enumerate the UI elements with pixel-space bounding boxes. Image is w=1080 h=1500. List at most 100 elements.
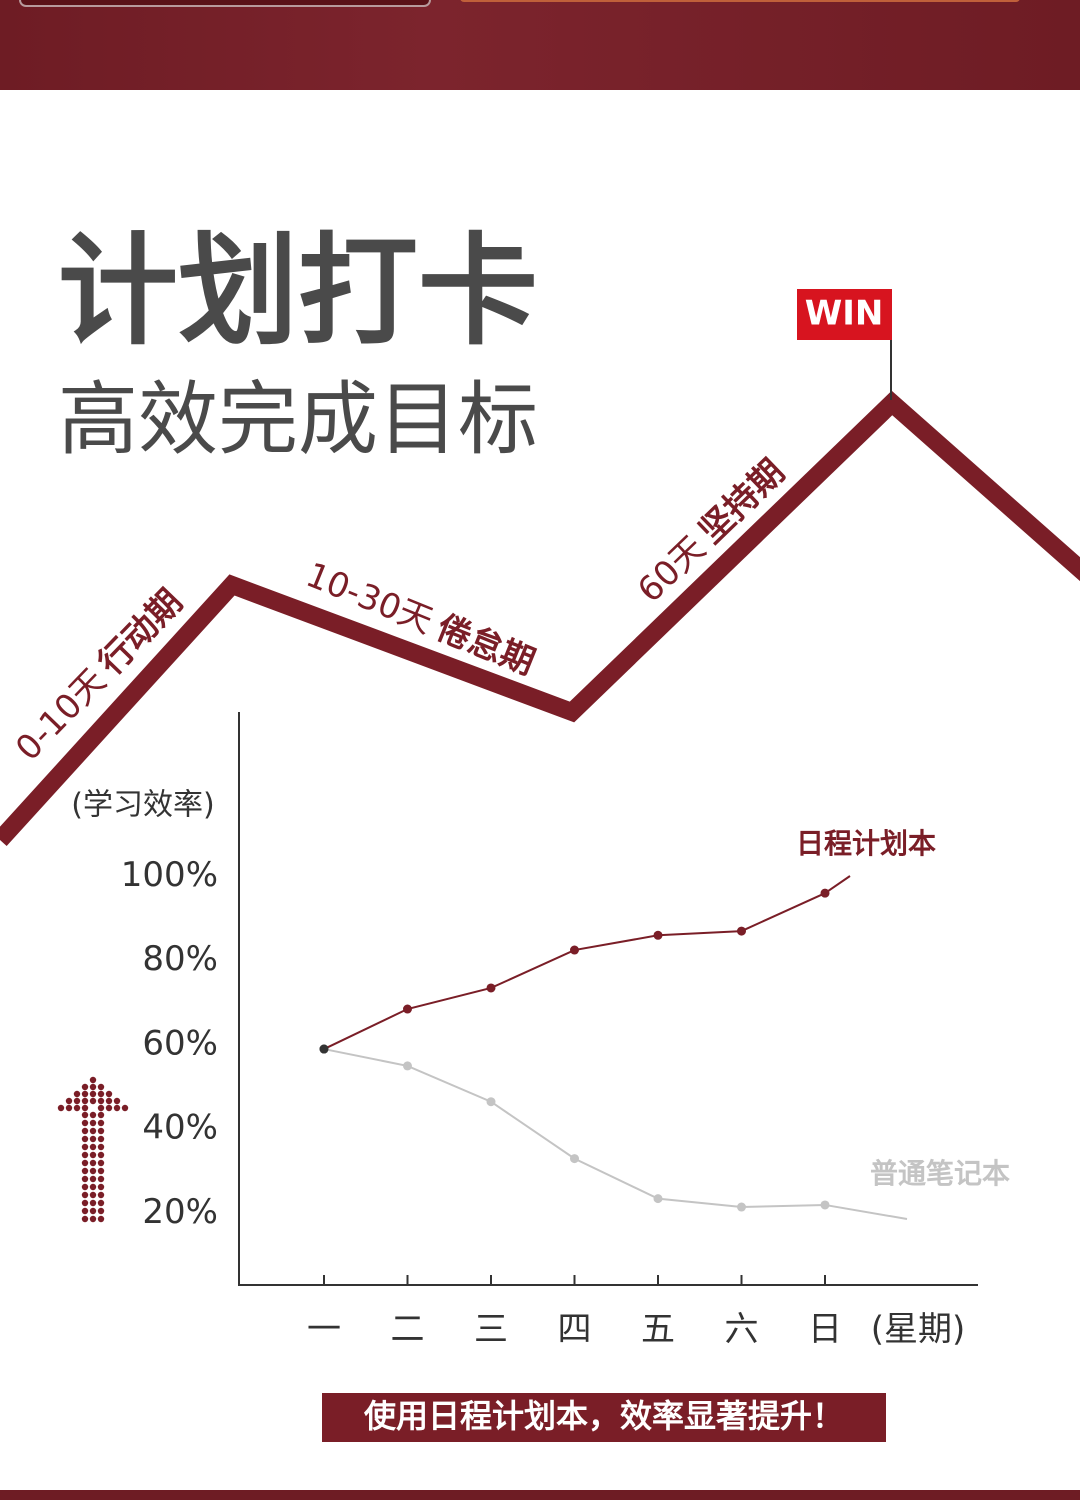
arrow-dot: [81, 1215, 89, 1223]
arrow-dot: [81, 1175, 89, 1183]
data-point: [319, 1044, 329, 1054]
data-point: [820, 1200, 830, 1210]
arrow-dot: [97, 1175, 105, 1183]
arrow-dot: [97, 1097, 105, 1105]
stage-name: 行动期: [90, 582, 190, 683]
arrow-dot: [121, 1104, 129, 1112]
arrow-dot: [81, 1111, 89, 1119]
x-tick-label: 三: [474, 1310, 508, 1350]
progress-path: [0, 390, 1080, 847]
x-tick-label: 五: [641, 1310, 675, 1350]
arrow-dot: [89, 1076, 97, 1084]
arrow-dot: [97, 1151, 105, 1159]
data-point: [570, 945, 579, 955]
series-tail: [824, 1203, 908, 1220]
arrow-dot: [105, 1097, 113, 1105]
arrow-dot: [81, 1127, 89, 1135]
header-decoration: [19, 0, 431, 7]
arrow-dot: [73, 1097, 81, 1105]
data-point: [570, 1154, 579, 1164]
axes: [238, 712, 978, 1286]
arrow-dot: [97, 1167, 105, 1175]
arrow-dot: [81, 1183, 89, 1191]
x-axis-label: (星期): [871, 1310, 966, 1350]
title: 计划打卡: [58, 223, 538, 362]
arrow-dot: [97, 1159, 105, 1167]
arrow-dot: [89, 1159, 97, 1167]
goal-label: WIN: [805, 294, 884, 334]
y-tick-label: 100%: [121, 855, 218, 895]
arrow-dot: [97, 1215, 105, 1223]
data-point: [653, 1194, 663, 1204]
subtitle: 高效完成目标: [58, 373, 538, 466]
arrow-dot: [81, 1191, 89, 1199]
arrow-dot: [81, 1104, 89, 1112]
arrow-dot: [89, 1135, 97, 1143]
y-tick-label: 40%: [142, 1108, 218, 1148]
arrow-dot: [81, 1151, 89, 1159]
arrow-dot: [89, 1207, 97, 1215]
footer-band: [0, 1490, 1080, 1500]
arrow-dot: [97, 1127, 105, 1135]
arrow-dot: [97, 1104, 105, 1112]
arrow-dot: [73, 1104, 81, 1112]
data-point: [486, 1097, 496, 1107]
arrow-dot: [81, 1097, 89, 1105]
arrow-dot: [81, 1159, 89, 1167]
arrow-dot: [65, 1097, 73, 1105]
arrow-dot: [89, 1111, 97, 1119]
data-point: [403, 1061, 412, 1071]
data-point: [737, 926, 746, 936]
arrow-dot: [81, 1167, 89, 1175]
x-tick-label: 一: [307, 1310, 341, 1350]
y-tick-label: 20%: [142, 1192, 218, 1232]
arrow-dot: [97, 1183, 105, 1191]
arrow-dot: [113, 1097, 121, 1105]
series-tail: [824, 875, 851, 894]
arrow-dot: [97, 1111, 105, 1119]
stage-days: 0-10天: [8, 661, 114, 769]
series-label: 普通笔记本: [870, 1157, 1010, 1190]
data-point: [820, 888, 830, 898]
arrow-dot: [113, 1104, 121, 1112]
arrow-dot: [81, 1083, 89, 1091]
arrow-dot: [65, 1104, 73, 1112]
y-tick-label: 60%: [142, 1023, 218, 1063]
x-tick-label: 四: [558, 1310, 592, 1350]
arrow-dot: [97, 1083, 105, 1091]
data-point: [653, 930, 663, 940]
arrow-dot: [89, 1167, 97, 1175]
arrow-dot: [81, 1207, 89, 1215]
arrow-dot: [81, 1143, 89, 1151]
arrow-dot: [81, 1199, 89, 1207]
arrow-dot: [97, 1199, 105, 1207]
series-label: 日程计划本: [796, 827, 936, 860]
arrow-dot: [81, 1090, 89, 1098]
header-decoration: [460, 0, 1020, 2]
data-point: [486, 983, 496, 993]
arrow-dot: [89, 1215, 97, 1223]
arrow-dot: [97, 1207, 105, 1215]
arrow-dot: [89, 1127, 97, 1135]
arrow-dot: [89, 1083, 97, 1091]
y-tick-label: 80%: [142, 939, 218, 979]
arrow-dot: [105, 1104, 113, 1112]
arrow-dot: [81, 1119, 89, 1127]
arrow-dot: [57, 1104, 65, 1112]
arrow-dot: [105, 1090, 113, 1098]
arrow-dot: [97, 1119, 105, 1127]
arrow-dot: [73, 1090, 81, 1098]
arrow-dot: [89, 1175, 97, 1183]
header-band: [0, 0, 1080, 90]
arrow-dot: [97, 1143, 105, 1151]
series-line: [323, 892, 826, 1050]
y-axis-label: (学习效率): [71, 788, 214, 823]
series-line: [323, 1048, 826, 1209]
arrow-dot: [89, 1143, 97, 1151]
arrow-dot: [89, 1090, 97, 1098]
arrow-dot: [97, 1090, 105, 1098]
arrow-dot: [81, 1135, 89, 1143]
arrow-dot: [89, 1119, 97, 1127]
footer-text: 使用日程计划本，效率显著提升！: [363, 1397, 844, 1435]
